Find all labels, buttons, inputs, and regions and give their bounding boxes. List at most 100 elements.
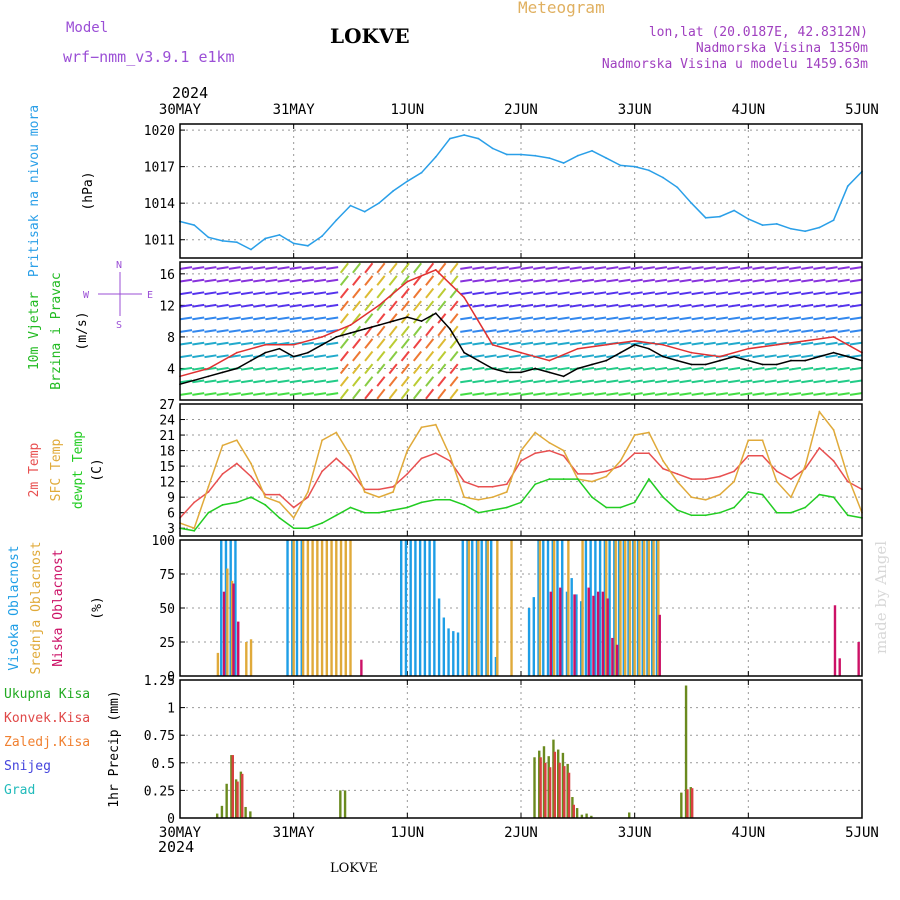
temperature-data-point xyxy=(235,501,238,504)
wind-data-point xyxy=(775,343,778,346)
wind-barb-arrow xyxy=(364,275,374,286)
pressure-ylabel: (hPa) xyxy=(81,171,96,210)
precip-bar xyxy=(566,763,569,818)
wind-barb-arrow xyxy=(484,278,497,283)
precip-bar xyxy=(585,813,588,818)
wind-barb-arrow xyxy=(265,366,278,371)
temperature-y-tick-label: 6 xyxy=(167,507,175,522)
wind-data-point xyxy=(235,351,238,354)
wind-barb-arrow xyxy=(545,366,558,371)
wind-barb-arrow xyxy=(654,392,668,396)
wind-barb-arrow xyxy=(618,329,631,333)
wind-barb-arrow xyxy=(728,379,741,384)
wind-data-point xyxy=(520,371,522,374)
pressure-ylabel: Pritisak na nivou mora xyxy=(27,105,42,277)
wind-barb-arrow xyxy=(788,341,802,346)
wind-data-point xyxy=(378,304,380,307)
wind-barb-arrow xyxy=(253,303,266,308)
wind-barb-arrow xyxy=(521,341,534,346)
wind-barb-arrow xyxy=(376,300,386,312)
temperature-data-point xyxy=(306,491,309,493)
wind-barb-arrow xyxy=(216,392,229,396)
wind-barb-arrow xyxy=(752,303,765,308)
wind-data-point xyxy=(548,359,551,362)
wind-barb-arrow xyxy=(449,363,459,375)
wind-frame xyxy=(179,261,863,401)
temperature-data-point xyxy=(818,493,821,496)
pressure-data-point xyxy=(264,237,267,240)
wind-barb-arrow xyxy=(813,392,826,396)
station-title: LOKVE xyxy=(330,24,410,48)
wind-barb-arrow xyxy=(813,379,826,384)
wind-barb-arrow xyxy=(460,278,473,283)
temperature-data-point xyxy=(576,472,579,475)
temperature-data-point xyxy=(591,480,593,483)
wind-barb-arrow xyxy=(581,266,595,270)
wind-barb-arrow xyxy=(289,291,302,296)
precip-y-tick-label: 0.5 xyxy=(152,757,175,772)
cloud-bar xyxy=(647,540,651,676)
wind-barb-arrow xyxy=(216,291,229,296)
cloud-bar xyxy=(300,540,303,676)
wind-data-point xyxy=(235,367,238,370)
cloud-bar xyxy=(584,540,588,676)
wind-barb-arrow xyxy=(376,325,386,337)
wind-barb-arrow xyxy=(667,354,680,359)
wind-barb-arrow xyxy=(192,379,205,384)
wind-barb-arrow xyxy=(752,379,765,384)
wind-barb-arrow xyxy=(388,338,398,349)
wind-barb-arrow xyxy=(642,379,655,384)
wind-barb-arrow xyxy=(776,278,789,283)
wind-barb-arrow xyxy=(849,341,862,346)
wind-barb-arrow xyxy=(484,266,497,270)
temperature-data-point xyxy=(505,491,508,493)
temperature-data-point xyxy=(747,439,750,442)
wind-barb-arrow xyxy=(728,278,741,283)
precip-bar xyxy=(558,762,561,818)
wind-data-point xyxy=(491,343,494,346)
wind-barb-arrow xyxy=(801,379,814,384)
wind-barb-arrow xyxy=(472,341,485,346)
precip-bar xyxy=(680,792,683,818)
wind-barb-arrow xyxy=(618,341,631,346)
temperature-data-point xyxy=(463,504,466,506)
wind-barb-arrow xyxy=(400,350,410,362)
wind-data-point xyxy=(804,339,807,342)
wind-data-point xyxy=(747,347,750,350)
wind-barb-arrow xyxy=(654,366,668,371)
wind-barb-arrow xyxy=(313,366,327,371)
wind-barb-arrow xyxy=(545,316,558,321)
wind-barb-arrow xyxy=(776,303,789,308)
temperature-data-point xyxy=(250,496,252,499)
temperature-frame xyxy=(179,403,863,537)
cloud-bar xyxy=(619,540,622,676)
wind-barb-arrow xyxy=(496,303,509,308)
cloud-bar xyxy=(461,540,464,676)
pressure-data-point xyxy=(392,190,395,192)
wind-barb-arrow xyxy=(691,366,704,371)
wind-data-point xyxy=(392,320,395,323)
wind-barb-arrow xyxy=(752,392,765,396)
year-bottom: 2024 xyxy=(158,838,195,856)
wind-barb-arrow xyxy=(606,379,619,384)
wind-barb-arrow xyxy=(728,329,741,333)
cloud-bar xyxy=(833,605,837,676)
wind-barb-arrow xyxy=(594,316,607,321)
cloud-bar xyxy=(414,540,417,676)
wind-barb-arrow xyxy=(376,262,386,274)
wind-barb-arrow xyxy=(412,262,422,274)
wind-barb-arrow xyxy=(752,316,765,321)
wind-barb-arrow xyxy=(265,392,278,396)
wind-barb-arrow xyxy=(788,278,802,283)
temperature-y-tick-label: 27 xyxy=(159,398,175,413)
wind-barb-arrow xyxy=(339,300,349,312)
temperature-data-point xyxy=(747,454,750,457)
wind-barb-arrow xyxy=(388,325,398,337)
wind-barb-arrow xyxy=(301,341,314,346)
wind-barb-arrow xyxy=(764,278,777,283)
wind-data-point xyxy=(420,320,423,323)
wind-data-point xyxy=(321,336,323,338)
wind-barb-arrow xyxy=(228,278,241,283)
temperature-ylabel: dewpt Temp xyxy=(71,431,86,509)
wind-data-point xyxy=(491,367,494,370)
